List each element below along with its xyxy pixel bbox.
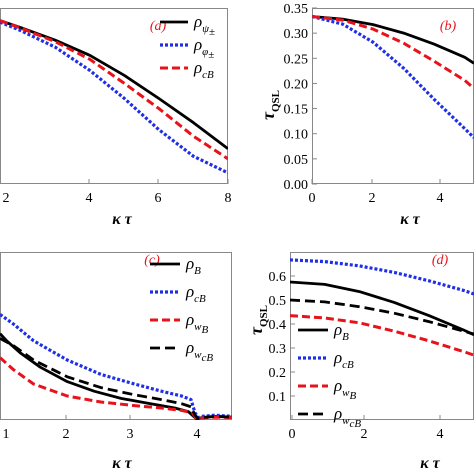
x-tick-label: 6: [155, 191, 162, 206]
legend-entry: ρwcB: [185, 338, 213, 364]
legend-entry: ρB: [185, 254, 201, 277]
plot-frame: [0, 252, 232, 420]
x-tick-label: 0: [289, 427, 296, 442]
panel-d: 0 2 4 0.1 0.2 0.3 0.4 0.5 0.6 κ τ τQSL (d) ρB ρcB ρwBρ…: [246, 252, 474, 472]
series-line-2: [0, 313, 232, 420]
y-tick-label: 0.10: [284, 128, 309, 143]
plot-frame: [0, 8, 228, 184]
x-axis-title: κ τ: [112, 211, 132, 228]
x-tick-label: 8: [225, 191, 232, 206]
y-tick-label: 0.5: [269, 294, 287, 309]
plot-frame: [290, 252, 474, 420]
series-line-3: [0, 19, 228, 161]
legend-entry: ρwcB: [333, 404, 361, 430]
x-axis-title: κ τ: [112, 455, 132, 472]
legend-entry: ρψ±: [193, 12, 215, 38]
panel-b: 0 2 4 0.00 0.05 0.10 0.15 0.20 0.25 0.30 0.35 κ τ τQ…: [258, 2, 474, 228]
y-tick-label: 0.05: [284, 153, 309, 168]
y-tick-label: 0.4: [269, 318, 287, 333]
y-tick-label: 0.35: [284, 2, 309, 17]
y-tick-label: 0.1: [269, 390, 287, 405]
series-line-1: [290, 280, 474, 337]
legend-entry: ρcB: [185, 282, 206, 305]
x-axis-title: κ τ: [400, 211, 420, 228]
y-tick-label: 0.6: [269, 270, 287, 285]
x-tick-label: 2: [63, 427, 70, 442]
y-tick-label: 0.20: [284, 77, 309, 92]
series-line-3: [312, 15, 474, 90]
y-tick-label: 0.25: [284, 52, 309, 67]
legend-entry: ρwB: [185, 310, 209, 336]
panel-tag: (d): [432, 253, 449, 268]
legend-entry: ρφ±: [193, 35, 214, 61]
y-axis-title: τQSL: [246, 305, 270, 335]
y-axis-title: τQSL: [258, 90, 282, 120]
x-tick-label: 2: [369, 191, 376, 206]
y-tick-label: 0.00: [284, 178, 309, 193]
x-tick-label: 4: [437, 427, 444, 442]
x-tick-label: 1: [3, 427, 10, 442]
x-tick-label: 3: [127, 427, 134, 442]
x-tick-label: 4: [194, 427, 201, 442]
plot-frame: [312, 8, 474, 184]
series-line-4: [290, 298, 474, 336]
x-axis-title: κ τ: [420, 455, 440, 472]
panel-a: 2 4 6 8κ τ(a) ρψ±ρφ±ρcB: [0, 8, 232, 228]
x-tick-label: 4: [437, 191, 444, 206]
panel-tag: (c): [144, 253, 160, 268]
legend-entry: ρwB: [333, 376, 357, 402]
y-tick-label: 0.3: [269, 342, 287, 357]
series-line-2: [312, 14, 474, 139]
legend: ρψ±ρφ±ρcB: [160, 12, 215, 81]
x-tick-label: 4: [86, 191, 93, 206]
x-tick-label: 2: [3, 191, 10, 206]
y-tick-label: 0.30: [284, 27, 309, 42]
x-tick-label: 0: [309, 191, 316, 206]
panel-tag: (b): [440, 19, 457, 34]
series-line-2: [290, 258, 474, 296]
legend-entry: ρB: [333, 320, 349, 343]
x-tick-label: 2: [361, 427, 368, 442]
series-line-1: [0, 332, 232, 420]
y-tick-label: 0.15: [284, 103, 309, 118]
series-line-3: [0, 356, 232, 420]
y-tick-label: 0.2: [269, 366, 287, 381]
legend-entry: ρcB: [333, 348, 354, 371]
series-line-4: [0, 337, 232, 420]
legend-entry: ρcB: [193, 58, 214, 81]
